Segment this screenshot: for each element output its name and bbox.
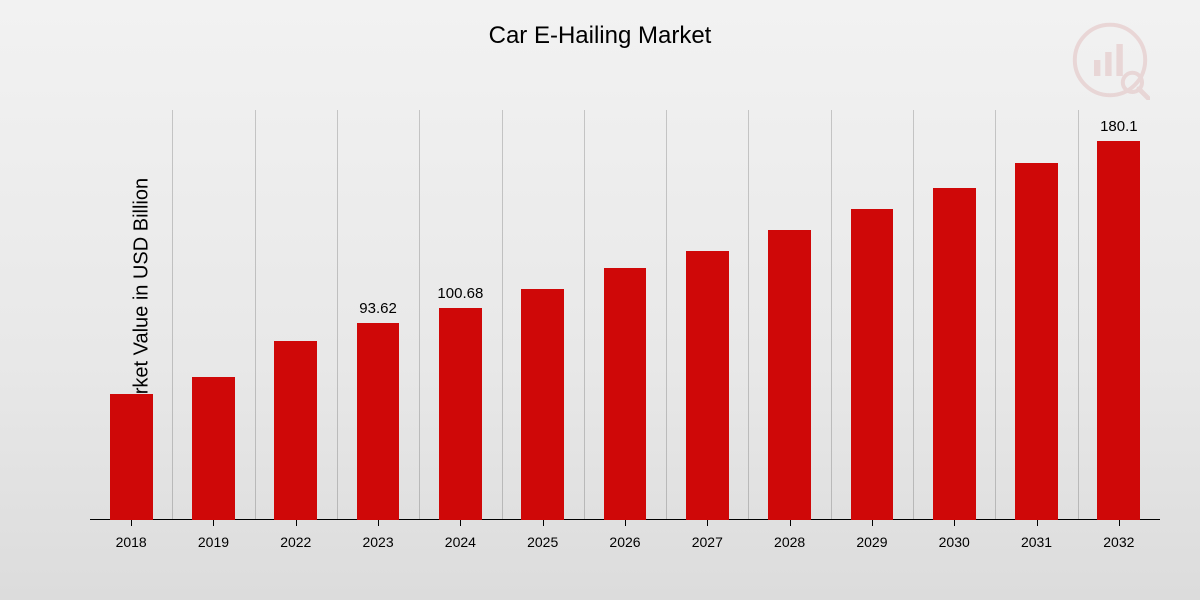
bar — [686, 251, 729, 520]
x-tick — [296, 520, 297, 526]
category-label: 2032 — [1103, 534, 1134, 550]
bar — [604, 268, 647, 520]
gridline — [831, 110, 832, 520]
gridline — [913, 110, 914, 520]
category-label: 2029 — [856, 534, 887, 550]
gridline — [995, 110, 996, 520]
category-label: 2030 — [939, 534, 970, 550]
gridline — [584, 110, 585, 520]
x-tick — [1119, 520, 1120, 526]
x-tick — [954, 520, 955, 526]
bar — [357, 323, 400, 520]
gridline — [172, 110, 173, 520]
bar — [933, 188, 976, 520]
category-label: 2018 — [116, 534, 147, 550]
gridline — [666, 110, 667, 520]
category-label: 2019 — [198, 534, 229, 550]
category-label: 2031 — [1021, 534, 1052, 550]
category-label: 2026 — [609, 534, 640, 550]
bar — [439, 308, 482, 520]
watermark-logo-icon — [1070, 20, 1150, 100]
gridline — [419, 110, 420, 520]
x-tick — [790, 520, 791, 526]
x-tick — [131, 520, 132, 526]
bar — [192, 377, 235, 520]
gridline — [748, 110, 749, 520]
gridline — [337, 110, 338, 520]
bar — [274, 341, 317, 520]
value-label: 100.68 — [437, 285, 483, 302]
value-label: 93.62 — [359, 300, 397, 317]
bar — [1097, 141, 1140, 520]
bar — [521, 289, 564, 520]
bar — [1015, 163, 1058, 520]
bars-container: 201820192022202393.622024100.68202520262… — [90, 110, 1160, 520]
x-tick — [213, 520, 214, 526]
x-tick — [707, 520, 708, 526]
value-label: 180.1 — [1100, 118, 1138, 135]
x-tick — [1037, 520, 1038, 526]
x-tick — [625, 520, 626, 526]
gridline — [255, 110, 256, 520]
category-label: 2027 — [692, 534, 723, 550]
bar — [768, 230, 811, 520]
x-tick — [872, 520, 873, 526]
plot-area: 201820192022202393.622024100.68202520262… — [90, 110, 1160, 520]
category-label: 2024 — [445, 534, 476, 550]
x-tick — [460, 520, 461, 526]
category-label: 2022 — [280, 534, 311, 550]
gridline — [1078, 110, 1079, 520]
x-tick — [378, 520, 379, 526]
category-label: 2028 — [774, 534, 805, 550]
bar — [110, 394, 153, 520]
bar — [851, 209, 894, 520]
gridline — [502, 110, 503, 520]
chart-title: Car E-Hailing Market — [0, 22, 1200, 50]
category-label: 2023 — [362, 534, 393, 550]
x-tick — [543, 520, 544, 526]
category-label: 2025 — [527, 534, 558, 550]
